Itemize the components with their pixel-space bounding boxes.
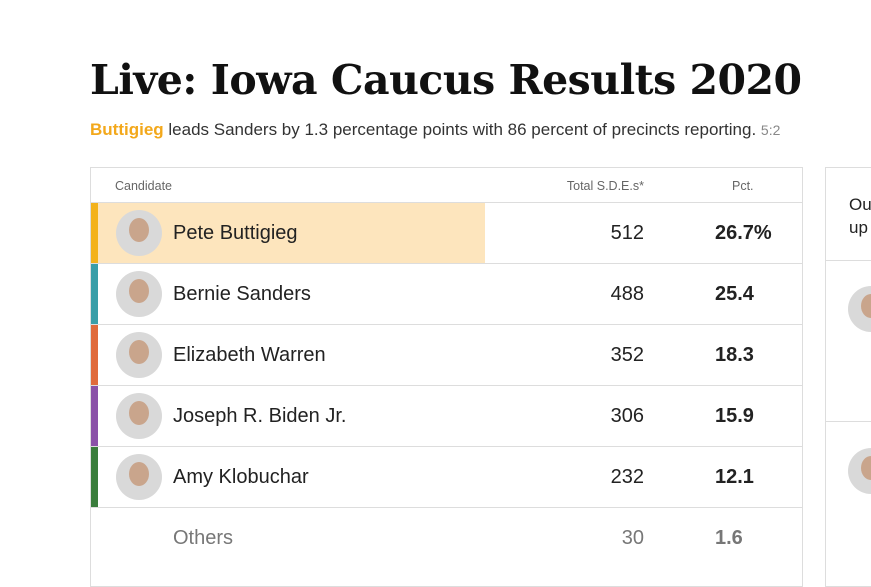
- avatar: [116, 454, 162, 500]
- candidate-name: Others: [173, 527, 234, 549]
- color-bar: [91, 264, 98, 325]
- avatar: [116, 393, 162, 439]
- sidebar-text: Ou up: [849, 193, 871, 239]
- divider: [826, 260, 871, 261]
- candidate-row: Pete Buttigieg 512 26.7%: [91, 202, 802, 264]
- sidebar-line: up: [849, 218, 868, 237]
- column-header: Total S.D.E.s*: [566, 179, 644, 193]
- percent: 15.9: [715, 405, 754, 427]
- sde-count: 488: [610, 283, 644, 305]
- summary: Buttigieg leads Sanders by 1.3 percentag…: [90, 120, 780, 140]
- sde-count: 30: [621, 527, 644, 549]
- color-bar: [91, 325, 98, 386]
- percent: 12.1: [715, 466, 754, 488]
- avatar: [116, 271, 162, 317]
- avatar: [116, 210, 162, 256]
- avatar: [116, 332, 162, 378]
- sde-count: 306: [610, 405, 644, 427]
- percent: 18.3: [715, 344, 754, 366]
- avatar: [848, 448, 871, 494]
- sde-count: 352: [610, 344, 644, 366]
- candidate-row: Bernie Sanders 488 25.4: [91, 263, 802, 325]
- sidebar-line: Ou: [849, 195, 871, 214]
- leader-highlight: [98, 203, 485, 264]
- divider: [826, 421, 871, 422]
- sde-count: 512: [610, 222, 644, 244]
- sidebar: Ou up: [825, 167, 871, 587]
- candidate-name: Bernie Sanders: [173, 283, 311, 305]
- percent: 26.7%: [715, 222, 772, 244]
- candidate-name: Amy Klobuchar: [173, 466, 309, 488]
- candidate-row: Amy Klobuchar 232 12.1: [91, 446, 802, 508]
- candidate-row: Others 30 1.6: [91, 507, 802, 569]
- title: Live: Iowa Caucus Results 2020: [90, 56, 802, 104]
- avatar: [848, 286, 871, 332]
- color-bar: [91, 386, 98, 447]
- results-table: Candidate Total S.D.E.s* Pct. Pete Butti…: [90, 167, 803, 587]
- candidate-name: Pete Buttigieg: [173, 222, 298, 244]
- color-bar: [91, 447, 98, 508]
- percent: 25.4: [715, 283, 754, 305]
- candidate-row: Joseph R. Biden Jr. 306 15.9: [91, 385, 802, 447]
- leader: Buttigieg: [90, 120, 164, 139]
- percent: 1.6: [715, 527, 743, 549]
- time: 5:2: [760, 122, 781, 138]
- color-bar: [91, 203, 98, 264]
- candidate-name: Elizabeth Warren: [173, 344, 326, 366]
- sde-count: 232: [610, 466, 644, 488]
- summary-text: leads Sanders by 1.3 percentage points w…: [168, 120, 757, 139]
- column-header: Candidate: [115, 179, 172, 193]
- column-header: Pct.: [732, 179, 754, 193]
- candidate-name: Joseph R. Biden Jr.: [173, 405, 347, 427]
- candidate-row: Elizabeth Warren 352 18.3: [91, 324, 802, 386]
